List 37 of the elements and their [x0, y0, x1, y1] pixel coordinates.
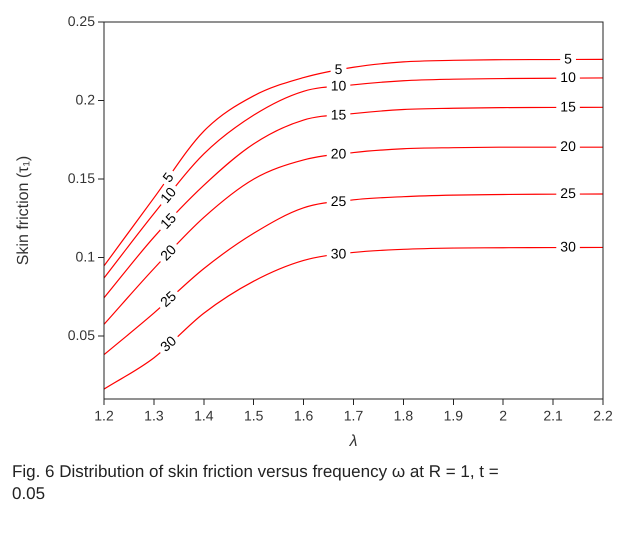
y-tick-label: 0.15	[68, 170, 96, 186]
x-tick-label: 1.6	[294, 407, 314, 424]
y-tick-label: 0.05	[68, 327, 96, 344]
text: 5	[159, 169, 177, 186]
text: 25	[560, 184, 576, 201]
text: 20	[156, 241, 180, 264]
series-label: 25	[330, 193, 347, 210]
caption: Fig. 6 Distribution of skin friction versus frequency ω at R = 1, t = 0.05	[12, 461, 500, 506]
text: 25	[156, 288, 180, 310]
series-label: 5	[334, 61, 343, 78]
x-axis-title: λ	[348, 432, 358, 450]
text: 5	[564, 50, 572, 66]
x-tick-label: 1.3	[144, 407, 164, 424]
x-tick-label: 1.9	[444, 407, 464, 424]
y-tick-label: 0.25	[68, 12, 96, 29]
x-tick-label: 1.7	[344, 407, 364, 424]
text: 30	[560, 238, 576, 254]
text: 10	[560, 69, 576, 85]
x-tick-label: 2.1	[543, 407, 564, 424]
x-tick-label: 1.4	[194, 407, 214, 424]
x-tick-label: 2	[499, 407, 508, 424]
text: 30	[156, 332, 180, 355]
text: 15	[156, 210, 180, 232]
y-tick-label: 0.2	[76, 91, 96, 108]
text: 15	[560, 98, 576, 114]
text: 15	[330, 106, 346, 122]
series-label: 10	[330, 78, 347, 94]
x-tick-label: 1.2	[94, 407, 114, 424]
text: 20	[330, 146, 346, 162]
text: 10	[156, 184, 180, 206]
x-tick-label: 2.2	[593, 407, 613, 424]
y-axis-title: Skin friction (τ₁)	[15, 156, 32, 266]
y-tick-label: 0.1	[76, 248, 96, 264]
x-tick-label: 1.5	[244, 407, 264, 424]
text: 20	[560, 138, 576, 154]
x-tick-label: 1.8	[394, 407, 414, 424]
series-label: 30	[330, 246, 347, 262]
